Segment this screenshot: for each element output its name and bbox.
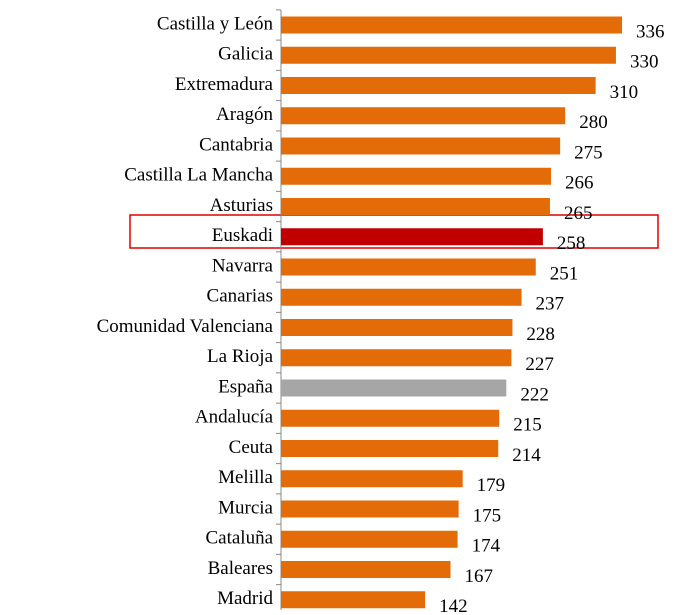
bar: [281, 409, 500, 427]
category-label: La Rioja: [207, 346, 274, 367]
category-label: España: [218, 376, 273, 397]
value-label: 336: [636, 21, 665, 42]
bar: [281, 16, 623, 34]
category-label: Melilla: [218, 467, 273, 488]
category-label: Euskadi: [212, 225, 273, 246]
bar: [281, 107, 566, 125]
value-label: 167: [465, 566, 494, 587]
bar: [281, 198, 550, 215]
category-label: Castilla y León: [157, 13, 274, 34]
value-label: 142: [439, 596, 468, 615]
category-label: Comunidad Valenciana: [97, 316, 274, 337]
bar: [281, 440, 499, 457]
category-label: Cantabria: [199, 134, 273, 155]
value-label: 237: [536, 294, 565, 315]
bar: [281, 167, 551, 185]
bar: [281, 46, 616, 64]
category-label: Ceuta: [229, 437, 274, 458]
category-label: Andalucía: [195, 407, 274, 428]
bar: [281, 288, 522, 306]
bar: [281, 319, 513, 336]
category-label: Navarra: [212, 255, 274, 276]
category-label: Baleares: [208, 558, 273, 579]
bar: [281, 77, 596, 94]
category-label: Galicia: [218, 44, 273, 65]
value-label: 310: [610, 82, 639, 103]
bar: [281, 591, 426, 609]
bar: [281, 349, 512, 367]
bar: [281, 530, 458, 548]
value-label: 215: [513, 415, 542, 436]
bar: [281, 137, 561, 155]
category-label: Canarias: [207, 286, 273, 307]
value-label: 258: [557, 233, 586, 254]
bar: [281, 379, 507, 397]
category-label: Asturias: [210, 195, 273, 216]
category-label: Aragón: [216, 104, 273, 125]
bar: [281, 228, 543, 246]
value-label: 280: [579, 112, 608, 133]
value-label: 179: [477, 475, 506, 496]
bar: [281, 500, 459, 518]
category-label: Murcia: [218, 497, 273, 518]
category-label: Extremadura: [175, 74, 274, 95]
value-label: 227: [525, 354, 554, 375]
bar: [281, 258, 536, 276]
value-label: 275: [574, 142, 603, 163]
value-label: 265: [564, 203, 593, 224]
category-label: Madrid: [217, 588, 273, 609]
value-label: 251: [550, 263, 579, 284]
value-label: 222: [520, 384, 549, 405]
value-label: 175: [473, 505, 502, 526]
value-label: 266: [565, 173, 594, 194]
bar: [281, 561, 451, 578]
value-label: 330: [630, 52, 659, 73]
category-label: Cataluña: [205, 528, 273, 549]
category-label: Castilla La Mancha: [124, 165, 273, 186]
bar: [281, 470, 463, 488]
value-label: 174: [472, 536, 501, 557]
value-label: 214: [512, 445, 541, 466]
value-label: 228: [526, 324, 555, 345]
